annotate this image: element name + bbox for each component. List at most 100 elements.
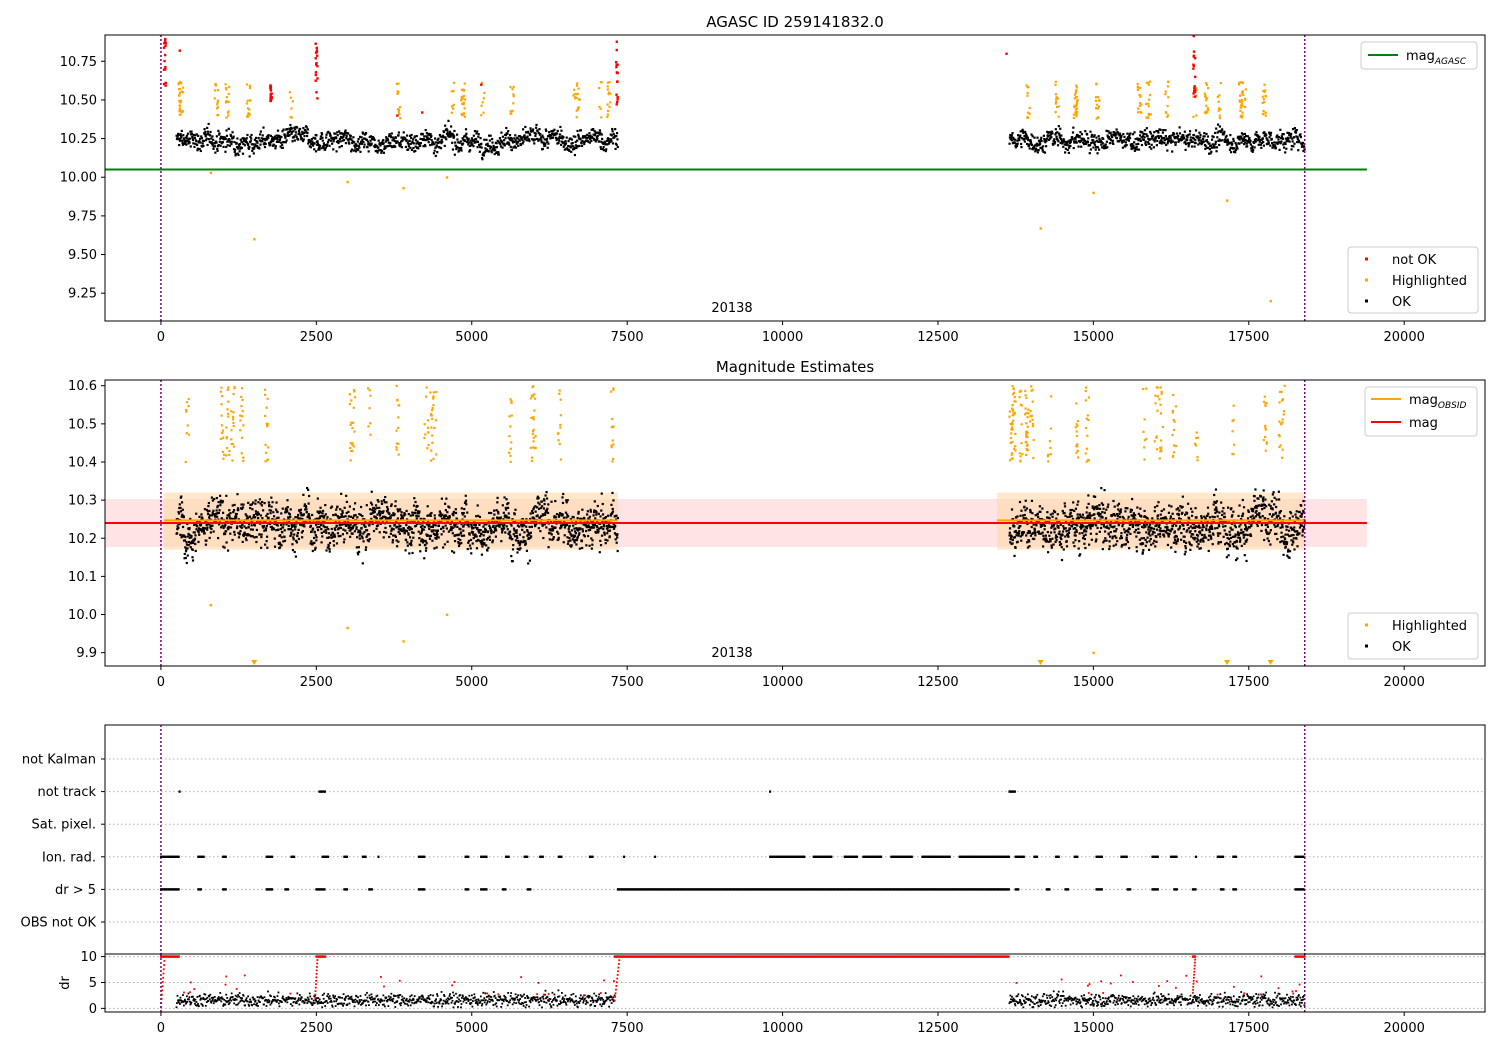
ok-point: [304, 508, 307, 511]
ok-point: [1244, 138, 1247, 142]
ok-point: [572, 539, 576, 542]
ok-point: [1055, 535, 1059, 539]
panel1-frame: [104, 34, 1486, 322]
ok-point: [495, 146, 499, 149]
ok-point: [474, 523, 478, 527]
ok-point: [399, 528, 402, 531]
ok-point: [431, 539, 434, 542]
ok-point: [360, 535, 364, 538]
ok-point: [1261, 137, 1264, 140]
highlighted-point: [480, 114, 483, 117]
ok-point: [344, 129, 347, 132]
ok-point: [1037, 149, 1040, 152]
ok-point: [292, 536, 295, 539]
ok-point: [1159, 140, 1162, 143]
ok-point: [1035, 149, 1038, 152]
ok-point: [394, 145, 397, 148]
ok-point: [451, 148, 455, 151]
ok-point: [411, 141, 414, 144]
ok-point: [354, 523, 357, 526]
ok-point: [584, 134, 587, 138]
ok-point: [1071, 508, 1074, 512]
ok-point: [379, 512, 382, 516]
ok-point: [1183, 535, 1186, 538]
ok-point: [350, 150, 353, 153]
highlighted-point: [395, 82, 398, 85]
ok-point: [200, 529, 203, 532]
ok-point: [326, 141, 330, 144]
ok-point: [576, 517, 579, 520]
ok-point: [1189, 136, 1192, 139]
ok-point: [436, 535, 439, 538]
ok-point: [487, 150, 490, 153]
ok-point: [1287, 138, 1290, 141]
ok-point: [227, 127, 230, 130]
ok-point: [180, 536, 183, 539]
ok-point: [592, 127, 595, 131]
ok-point: [1134, 146, 1137, 149]
ok-point: [589, 137, 592, 141]
highlighted-point: [1164, 93, 1167, 96]
ok-point: [393, 523, 396, 526]
ok-point: [1247, 138, 1251, 141]
highlighted-point: [461, 102, 464, 105]
ok-point: [587, 529, 590, 532]
ok-point: [270, 137, 274, 141]
ok-point: [1243, 132, 1247, 136]
ok-point: [575, 527, 578, 530]
ok-point: [1129, 132, 1132, 135]
ok-point: [282, 523, 285, 526]
ok-point: [409, 526, 412, 529]
ok-point: [262, 524, 265, 528]
ok-point: [271, 501, 274, 504]
ok-point: [387, 516, 390, 520]
ok-point: [353, 530, 356, 533]
ok-point: [1145, 531, 1148, 534]
ok-point: [177, 526, 180, 530]
ok-point: [551, 132, 554, 135]
ok-point: [1229, 146, 1232, 149]
ok-point: [1158, 141, 1161, 145]
not-ok-point: [480, 83, 483, 86]
ok-point: [1120, 545, 1123, 548]
ok-point: [476, 146, 479, 149]
ok-point: [1158, 523, 1161, 526]
ok-point: [538, 516, 541, 519]
ok-point: [1080, 133, 1084, 136]
not-ok-point: [163, 53, 167, 57]
ok-point: [1025, 520, 1028, 524]
ok-point: [233, 530, 236, 534]
ok-point: [1086, 141, 1089, 144]
highlighted-point: [1261, 101, 1264, 105]
ok-point: [600, 509, 603, 512]
ok-point: [1088, 514, 1091, 517]
ok-point: [1171, 140, 1175, 143]
ok-point: [492, 147, 495, 150]
ok-point: [455, 145, 458, 149]
ok-point: [1269, 134, 1272, 137]
ok-point: [258, 533, 261, 536]
panel2-points: [175, 384, 1306, 665]
ok-point: [348, 524, 351, 527]
ok-point: [1292, 145, 1295, 148]
ok-point: [271, 144, 274, 147]
ok-point: [579, 138, 582, 141]
ok-point: [409, 514, 412, 517]
ok-point: [513, 535, 517, 538]
ok-point: [396, 517, 399, 520]
ok-point: [1196, 135, 1200, 138]
panel1-lines: [105, 35, 1367, 321]
ok-point: [225, 145, 228, 149]
ok-point: [1191, 510, 1194, 513]
ok-point: [376, 498, 379, 502]
highlighted-point: [178, 82, 181, 85]
ok-point: [530, 525, 534, 528]
ok-point: [336, 532, 340, 535]
ok-point: [423, 525, 426, 529]
ok-point: [557, 137, 560, 140]
ok-point: [181, 141, 184, 144]
ok-point: [447, 119, 450, 122]
ok-point: [533, 520, 536, 524]
ok-point: [1048, 534, 1051, 537]
ok-point: [1174, 538, 1177, 542]
